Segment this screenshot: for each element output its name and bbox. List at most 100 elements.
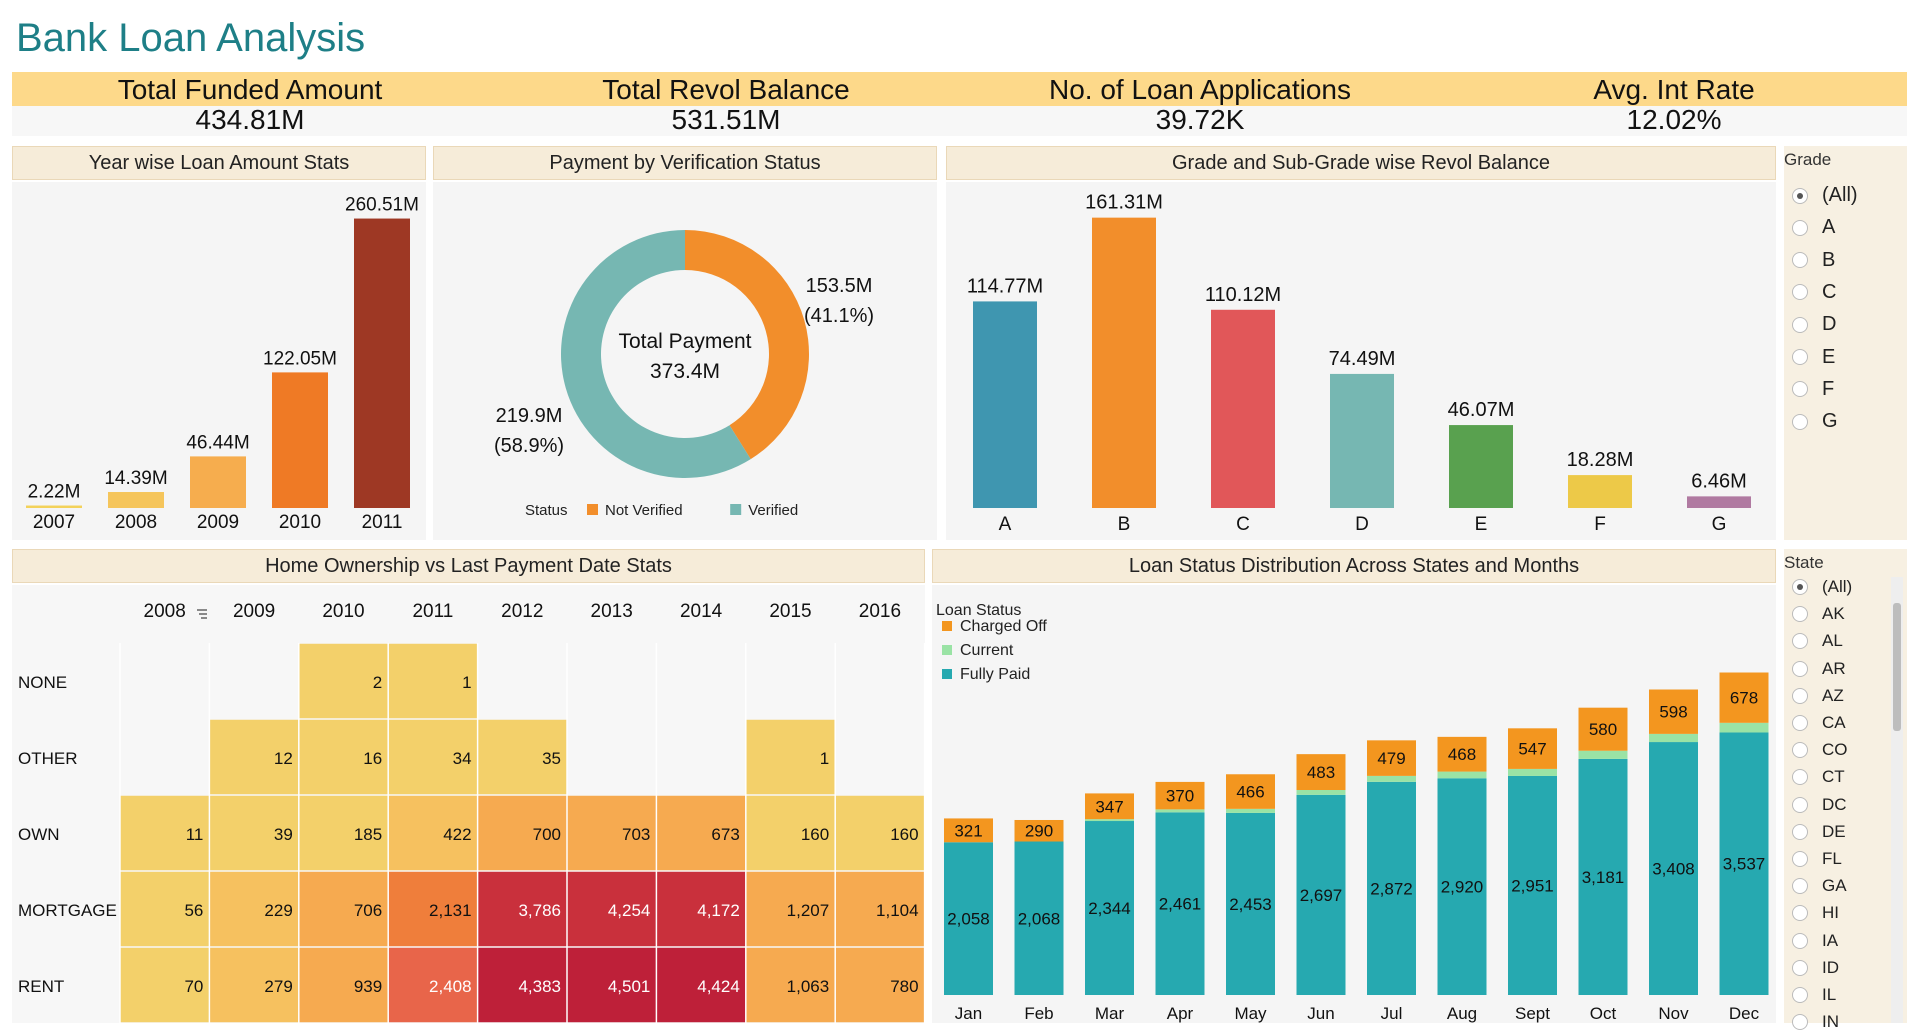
- status-bar-segment[interactable]: [1719, 672, 1769, 723]
- heatmap-col-header[interactable]: 2008: [144, 601, 186, 622]
- heatmap-cell[interactable]: [478, 871, 567, 947]
- grade-filter-radio[interactable]: [1792, 187, 1808, 204]
- state-filter-radio[interactable]: [1792, 1014, 1808, 1031]
- heatmap-cell[interactable]: [388, 871, 477, 947]
- heatmap-cell[interactable]: [657, 947, 746, 1023]
- status-bar-segment[interactable]: [1226, 812, 1275, 995]
- state-filter-radio[interactable]: [1792, 769, 1808, 786]
- heatmap-cell[interactable]: [835, 871, 924, 947]
- heatmap-cell[interactable]: [210, 947, 299, 1023]
- heatmap-col-header[interactable]: 2016: [859, 601, 901, 622]
- heatmap-col-header[interactable]: 2009: [233, 601, 275, 622]
- status-bar-segment[interactable]: [1226, 808, 1275, 813]
- year-bar[interactable]: [190, 456, 246, 508]
- state-filter-radio[interactable]: [1792, 742, 1808, 759]
- state-filter-option[interactable]: IL: [1792, 985, 1836, 1005]
- state-filter-radio[interactable]: [1792, 633, 1808, 650]
- grade-filter-radio[interactable]: [1792, 252, 1808, 269]
- sort-icon[interactable]: [197, 609, 207, 619]
- state-filter-radio[interactable]: [1792, 579, 1808, 595]
- state-filter-radio[interactable]: [1792, 715, 1808, 731]
- grade-bar[interactable]: [1092, 217, 1156, 508]
- status-bar-segment[interactable]: [1437, 778, 1487, 995]
- heatmap-cell[interactable]: [567, 795, 656, 871]
- heatmap-cell[interactable]: [478, 719, 567, 795]
- state-filter-option[interactable]: AK: [1792, 604, 1845, 624]
- heatmap-cell[interactable]: [388, 719, 477, 795]
- heatmap-cell[interactable]: [388, 643, 477, 719]
- status-bar-segment[interactable]: [1155, 809, 1205, 813]
- grade-filter-radio[interactable]: [1792, 349, 1808, 365]
- state-filter-radio[interactable]: [1792, 606, 1808, 623]
- year-bar[interactable]: [26, 505, 82, 508]
- heatmap-cell[interactable]: [657, 795, 746, 871]
- heatmap-col-header[interactable]: 2015: [769, 601, 811, 622]
- grade-filter-radio[interactable]: [1792, 284, 1808, 301]
- status-legend-label[interactable]: Charged Off: [960, 618, 1047, 635]
- grade-bar[interactable]: [1211, 309, 1275, 508]
- state-filter-option[interactable]: AZ: [1792, 686, 1844, 706]
- grade-filter-option[interactable]: D: [1792, 313, 1836, 336]
- state-filter-option[interactable]: CO: [1792, 740, 1848, 760]
- status-bar-segment[interactable]: [1649, 733, 1698, 743]
- status-bar-segment[interactable]: [1508, 728, 1557, 769]
- grade-filter-option[interactable]: (All): [1792, 184, 1858, 207]
- status-bar-segment[interactable]: [944, 818, 993, 843]
- state-filter-option[interactable]: AL: [1792, 631, 1843, 651]
- grade-filter-option[interactable]: E: [1792, 346, 1835, 369]
- grade-filter-option[interactable]: G: [1792, 410, 1838, 433]
- heatmap-cell[interactable]: [120, 947, 209, 1023]
- donut-legend-label[interactable]: Not Verified: [605, 502, 683, 519]
- heatmap-col-header[interactable]: 2013: [591, 601, 633, 622]
- heatmap-cell[interactable]: [835, 947, 924, 1023]
- status-bar-segment[interactable]: [1085, 821, 1134, 995]
- heatmap-cell[interactable]: [388, 947, 477, 1023]
- status-bar-segment[interactable]: [1226, 774, 1275, 809]
- year-bar[interactable]: [354, 218, 410, 509]
- state-filter-radio[interactable]: [1792, 823, 1808, 840]
- heatmap-cell[interactable]: [746, 947, 835, 1023]
- status-bar-segment[interactable]: [1367, 781, 1416, 995]
- heatmap-cell[interactable]: [567, 947, 656, 1023]
- state-filter-option[interactable]: DE: [1792, 822, 1846, 842]
- status-bar-segment[interactable]: [944, 842, 993, 995]
- state-filter-option[interactable]: (All): [1792, 577, 1852, 597]
- grade-bar[interactable]: [1330, 373, 1394, 508]
- heatmap-cell[interactable]: [120, 871, 209, 947]
- state-filter-option[interactable]: FL: [1792, 849, 1842, 869]
- state-filter-option[interactable]: ID: [1792, 958, 1839, 978]
- state-filter-radio[interactable]: [1792, 796, 1808, 813]
- state-filter-option[interactable]: AR: [1792, 659, 1846, 679]
- grade-filter-radio[interactable]: [1792, 413, 1808, 430]
- state-filter-radio[interactable]: [1792, 932, 1808, 949]
- heatmap-cell[interactable]: [657, 871, 746, 947]
- grade-bar[interactable]: [1687, 496, 1751, 508]
- status-bar-segment[interactable]: [1649, 742, 1698, 995]
- donut-slice[interactable]: [560, 230, 751, 478]
- status-bar-segment[interactable]: [1296, 754, 1346, 790]
- donut-slice[interactable]: [685, 230, 809, 460]
- state-filter-radio[interactable]: [1792, 905, 1808, 922]
- status-bar-segment[interactable]: [1578, 750, 1628, 759]
- grade-filter-option[interactable]: C: [1792, 281, 1836, 304]
- donut-legend-label[interactable]: Verified: [748, 502, 798, 519]
- heatmap-col-header[interactable]: 2011: [412, 601, 453, 622]
- grade-filter-radio[interactable]: [1792, 219, 1808, 236]
- status-bar-segment[interactable]: [1578, 758, 1628, 995]
- state-scrollbar[interactable]: [1891, 577, 1903, 1023]
- grade-bar[interactable]: [973, 301, 1037, 508]
- grade-bar[interactable]: [1568, 475, 1632, 508]
- state-filter-option[interactable]: HI: [1792, 903, 1839, 923]
- status-legend-label[interactable]: Current: [960, 642, 1014, 659]
- state-filter-option[interactable]: IA: [1792, 931, 1838, 951]
- heatmap-cell[interactable]: [210, 719, 299, 795]
- status-bar-segment[interactable]: [1296, 794, 1346, 995]
- status-bar-segment[interactable]: [1437, 736, 1487, 772]
- status-bar-segment[interactable]: [1719, 722, 1769, 733]
- status-bar-segment[interactable]: [1649, 689, 1698, 734]
- heatmap-col-header[interactable]: 2012: [501, 601, 543, 622]
- heatmap-cell[interactable]: [299, 871, 388, 947]
- state-filter-option[interactable]: CA: [1792, 713, 1846, 733]
- status-legend-label[interactable]: Fully Paid: [960, 666, 1030, 683]
- heatmap-cell[interactable]: [567, 871, 656, 947]
